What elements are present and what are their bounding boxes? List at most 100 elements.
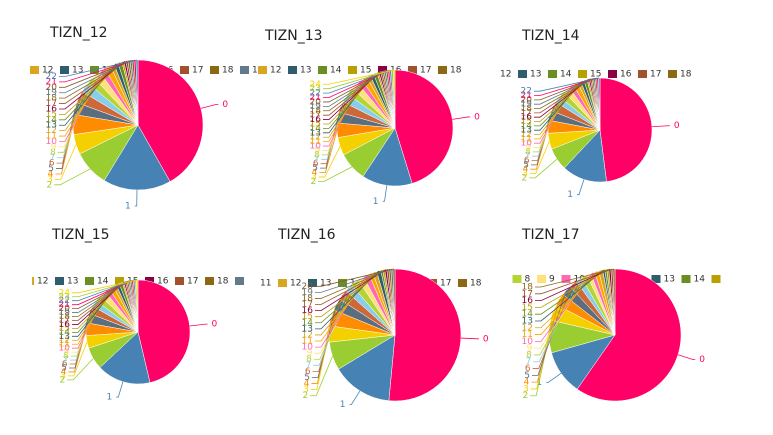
leader-line (460, 337, 479, 340)
legend-label: 9 (549, 275, 555, 285)
slice-label: 16 (521, 113, 533, 123)
slice-label: 8 (314, 150, 320, 160)
slice-label: 8 (525, 147, 531, 157)
leader-line (534, 77, 600, 92)
leader-line (57, 87, 86, 159)
legend-label: 12 (37, 277, 48, 287)
leader-line (312, 294, 343, 372)
leader-line (59, 60, 132, 94)
slice-label: 8 (63, 352, 69, 362)
slice-label: 11 (522, 330, 533, 340)
legend-label: 15 (724, 275, 735, 285)
leader-line (382, 185, 388, 202)
leader-line (530, 126, 549, 170)
leader-line (72, 280, 130, 313)
legend-swatch (681, 275, 691, 283)
slice-label: 5 (312, 164, 318, 174)
slice-label: 3 (303, 385, 309, 395)
slice-label: 4 (61, 367, 67, 377)
pie-chart: TIZN_15121314151617181920212223240123456… (32, 227, 244, 403)
leader-line (72, 281, 124, 329)
slice-label: 2 (522, 391, 528, 401)
legend-label: 14 (330, 66, 342, 76)
legend-swatch (578, 70, 587, 78)
slice-label: 15 (310, 119, 321, 129)
slice-label: 6 (62, 360, 68, 370)
slice-label: 18 (59, 312, 71, 322)
slice-label: 21 (46, 77, 57, 87)
slice-label: 5 (523, 160, 529, 170)
legend-swatch (638, 70, 647, 78)
legend-swatch (458, 279, 467, 287)
slice-label: 12 (310, 133, 321, 143)
slice-label: 0 (483, 334, 489, 344)
leader-line (534, 79, 589, 122)
slice-label: 3 (60, 371, 66, 381)
slice-label: 0 (699, 355, 705, 365)
slice-label: 13 (521, 126, 532, 136)
slice-label: 18 (310, 106, 322, 116)
slice-label: 24 (59, 288, 71, 298)
legend-swatch (378, 66, 387, 74)
legend-swatch (175, 277, 184, 285)
leader-line (349, 390, 361, 405)
leader-line (318, 146, 341, 178)
slice-label: 19 (302, 288, 314, 298)
slice-label: 14 (522, 310, 534, 320)
pie-chart: TIZN_16111213141516171819200123456789101… (248, 227, 489, 410)
slice-label: 0 (474, 112, 480, 122)
legend-label: 13 (664, 275, 675, 285)
legend-label: 13 (67, 277, 78, 287)
legend-swatch (512, 275, 522, 283)
slice-label: 12 (46, 126, 57, 136)
slice-label: 11 (59, 340, 70, 350)
slice-label: 10 (522, 337, 534, 347)
leader-line (323, 70, 384, 112)
slice-label: 17 (302, 300, 313, 310)
legend-swatch (248, 279, 257, 287)
legend-label: 16 (157, 277, 169, 287)
legend-label: 13 (320, 279, 331, 289)
legend-swatch (537, 275, 546, 283)
slice-label: 2 (521, 173, 527, 183)
slice-label: 14 (310, 124, 322, 134)
leader-line (323, 72, 379, 125)
slice-label: 12 (521, 130, 532, 140)
slice-label: 4 (48, 169, 54, 179)
legend-label: 15 (590, 70, 601, 80)
leader-line (72, 280, 131, 310)
legend-label: 14 (694, 275, 706, 285)
slice-label: 4 (304, 379, 310, 389)
leader-line (532, 283, 574, 369)
slice-label: 4 (523, 165, 529, 175)
slice-label: 12 (302, 330, 313, 340)
legend-swatch (258, 66, 267, 74)
pie-slice (388, 268, 462, 402)
legend-label: 14 (97, 277, 109, 287)
leader-line (58, 74, 98, 148)
leader-line (535, 268, 611, 302)
leader-line (59, 60, 130, 99)
legend-label: 20 (740, 70, 752, 80)
leader-line (323, 69, 389, 98)
leader-line (72, 279, 138, 294)
legend-swatch (115, 277, 124, 285)
slice-label: 8 (306, 355, 312, 365)
legend-label: 18 (680, 70, 692, 80)
leader-line (55, 124, 74, 175)
leader-line (535, 268, 615, 288)
slice-label: 3 (522, 169, 528, 179)
slice-label: 0 (222, 100, 228, 110)
legend-label: 15 (360, 66, 371, 76)
leader-line (59, 61, 126, 110)
slice-label: 14 (59, 328, 71, 338)
slice-label: 6 (313, 159, 319, 169)
slice-label: 17 (46, 99, 57, 109)
leader-line (315, 268, 393, 293)
legend-label: 13 (530, 70, 541, 80)
slice-label: 19 (46, 88, 58, 98)
slice-label: 19 (59, 308, 71, 318)
slice-label: 18 (46, 94, 58, 104)
